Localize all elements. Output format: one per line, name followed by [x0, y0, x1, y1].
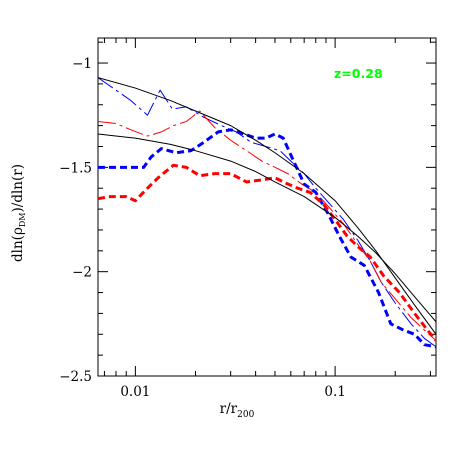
y-tick-label: −2 [72, 265, 92, 281]
series-line-3 [98, 128, 436, 349]
redshift-annotation: z=0.28 [334, 66, 383, 81]
axis-ticks [98, 38, 436, 377]
series-layer [98, 77, 436, 349]
series-line-2 [98, 110, 436, 341]
x-tick-label: 0.01 [120, 384, 150, 400]
series-line-4 [98, 163, 436, 342]
series-line-1 [98, 77, 436, 348]
series-line-5 [98, 77, 436, 335]
tick-labels: 0.01 0.1 −1 −1.5 −2 −2.5 [59, 56, 346, 400]
x-axis-label-main: r/r [220, 401, 238, 417]
series-line-6 [98, 133, 436, 323]
y-tick-label: −1 [72, 56, 92, 72]
x-axis-label: r/r200 [220, 401, 255, 420]
y-axis-label: dln(ρDM)/dln(r) [10, 164, 27, 262]
y-axis-label-sub: DM [18, 213, 27, 228]
x-tick-label: 0.1 [324, 384, 345, 400]
plot-frame [97, 37, 437, 377]
y-axis-label-pre: dln(ρ [10, 227, 26, 262]
y-tick-label: −2.5 [59, 369, 92, 385]
x-axis-label-sub: 200 [237, 410, 254, 420]
y-tick-label: −1.5 [59, 160, 92, 176]
y-axis-label-post: )/dln(r) [10, 164, 26, 212]
